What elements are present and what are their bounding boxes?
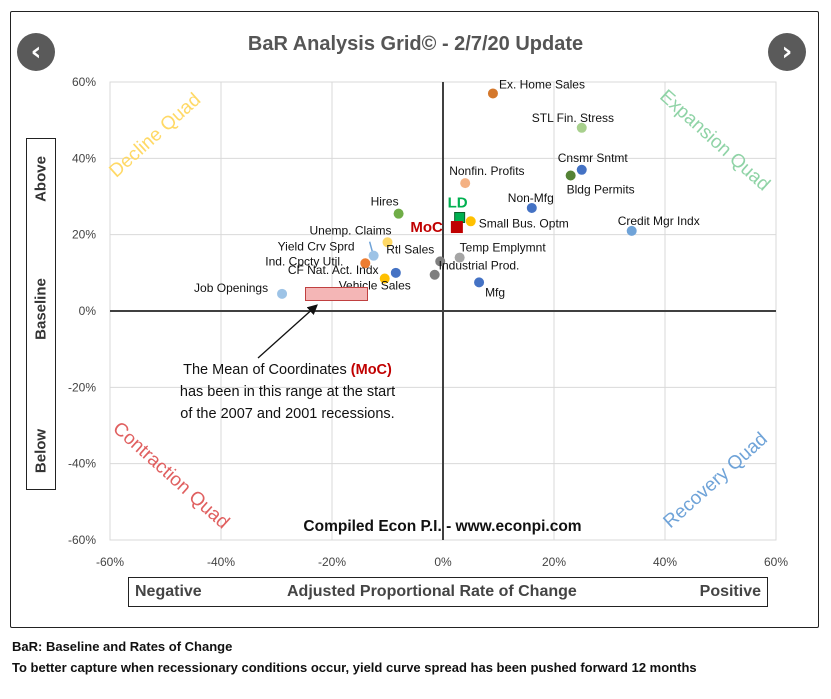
y-tick-label: 60%	[72, 75, 96, 89]
y-tick-label: -40%	[68, 457, 96, 471]
data-point-group: Bldg Permits	[565, 170, 635, 197]
next-arrow-icon[interactable]: ›	[768, 33, 806, 71]
x-tick-label: 0%	[434, 555, 452, 569]
x-axis-label: Adjusted Proportional Rate of Change	[287, 583, 577, 600]
y-label-above: Above	[32, 156, 50, 202]
ld-marker	[454, 211, 466, 223]
data-point	[393, 208, 404, 219]
data-point-label: Nonfin. Profits	[449, 164, 524, 178]
chart-title: BaR Analysis Grid© - 2/7/20 Update	[247, 33, 584, 55]
data-point	[460, 178, 471, 189]
data-point	[379, 273, 390, 284]
data-point-label: STL Fin. Stress	[532, 111, 614, 125]
moc-marker	[450, 221, 463, 234]
data-point	[360, 258, 371, 269]
data-point-label: Credit Mgr Indx	[618, 214, 700, 228]
data-point	[576, 122, 587, 133]
annotation-line-1: The Mean of Coordinates	[183, 362, 351, 378]
data-point	[487, 88, 498, 99]
y-tick-label: -20%	[68, 380, 96, 394]
data-point-label: Job Openings	[194, 281, 268, 295]
data-point-group: Temp Emplymnt	[454, 241, 547, 263]
data-point-label: Small Bus. Optm	[479, 216, 569, 230]
data-point-group: Cnsmr Sntmt	[558, 151, 629, 175]
x-tick-label: 20%	[542, 555, 566, 569]
credit-text: Compiled Econ P.I. - www.econpi.com	[303, 518, 582, 535]
data-point-group: Ind. Cpcty Util.	[265, 254, 371, 269]
data-point-group: Small Bus. Optm	[465, 216, 569, 230]
data-point-label: Temp Emplymnt	[460, 241, 547, 255]
data-point	[390, 267, 401, 278]
annotation-moc: (MoC)	[350, 362, 392, 378]
data-point	[382, 237, 393, 248]
data-point	[429, 269, 440, 280]
x-tick-label: 60%	[764, 555, 788, 569]
data-point	[576, 164, 587, 175]
data-point	[435, 256, 446, 267]
data-point	[626, 225, 637, 236]
y-tick-label: 0%	[79, 304, 97, 318]
data-point-label: Industrial Prod.	[439, 259, 520, 273]
data-point-label: Unemp. Claims	[310, 223, 392, 237]
data-point-group: Unemp. Claims	[310, 223, 393, 248]
data-point-label: Hires	[371, 195, 399, 209]
data-point-label: Yield Crv Sprd	[278, 240, 355, 254]
footnote-yield-curve: To better capture when recessionary cond…	[12, 660, 697, 675]
y-label-baseline: Baseline	[32, 278, 50, 340]
data-point-group: Industrial Prod.	[429, 259, 520, 280]
previous-arrow-icon[interactable]: ‹	[17, 33, 55, 71]
data-point-label: Mfg	[485, 285, 505, 299]
data-point-group: Nonfin. Profits	[449, 164, 525, 189]
data-point-group: Non-Mfg	[508, 191, 554, 213]
moc-label: MoC	[410, 219, 443, 236]
moc-range-box	[305, 287, 368, 301]
data-point	[368, 250, 379, 261]
data-point-label: Bldg Permits	[567, 183, 635, 197]
x-tick-label: 40%	[653, 555, 677, 569]
yield-curve-callout	[368, 241, 374, 253]
x-label-negative: Negative	[135, 583, 202, 600]
data-point	[454, 252, 465, 263]
data-point-group: Rtl Sales	[386, 242, 446, 267]
moc-annotation: The Mean of Coordinates (MoC) has been i…	[140, 359, 435, 425]
y-tick-label: 20%	[72, 228, 96, 242]
data-point-group: Ex. Home Sales	[487, 77, 585, 99]
data-point-label: CF Nat. Act. Indx	[288, 263, 379, 277]
x-axis-label-box: Negative Adjusted Proportional Rate of C…	[128, 577, 768, 607]
annotation-line-3: of the 2007 and 2001 recessions.	[180, 406, 395, 422]
data-point-group: Mfg	[474, 277, 505, 299]
y-tick-label: 40%	[72, 151, 96, 165]
data-point-label: Ex. Home Sales	[499, 77, 585, 91]
y-tick-label: -60%	[68, 533, 96, 547]
data-point-label: Cnsmr Sntmt	[558, 151, 629, 165]
ld-label: LD	[448, 194, 468, 211]
data-point-group: CF Nat. Act. Indx	[288, 263, 401, 278]
annotation-arrow	[257, 304, 318, 359]
data-point-label: Rtl Sales	[386, 242, 434, 256]
chart-frame	[10, 11, 819, 628]
data-point-group: Yield Crv Sprd	[278, 240, 379, 261]
footnote-bar-definition: BaR: Baseline and Rates of Change	[12, 639, 233, 654]
x-tick-label: -60%	[96, 555, 124, 569]
x-label-positive: Positive	[699, 583, 761, 600]
y-label-below: Below	[32, 428, 50, 474]
data-point	[474, 277, 485, 288]
y-axis-label-box: Above Baseline Below	[26, 138, 56, 490]
data-point-group: STL Fin. Stress	[532, 111, 614, 133]
data-point-group: Hires	[371, 195, 404, 219]
data-point	[565, 170, 576, 181]
annotation-line-2: has been in this range at the start	[179, 384, 396, 400]
data-point-group: Job Openings	[194, 281, 288, 299]
x-tick-label: -40%	[207, 555, 235, 569]
x-tick-label: -20%	[318, 555, 346, 569]
data-point	[526, 202, 537, 213]
data-point	[277, 288, 288, 299]
data-point-group: Credit Mgr Indx	[618, 214, 700, 236]
data-point-label: Ind. Cpcty Util.	[265, 254, 343, 268]
data-point	[465, 216, 476, 227]
data-point-label: Non-Mfg	[508, 191, 554, 205]
